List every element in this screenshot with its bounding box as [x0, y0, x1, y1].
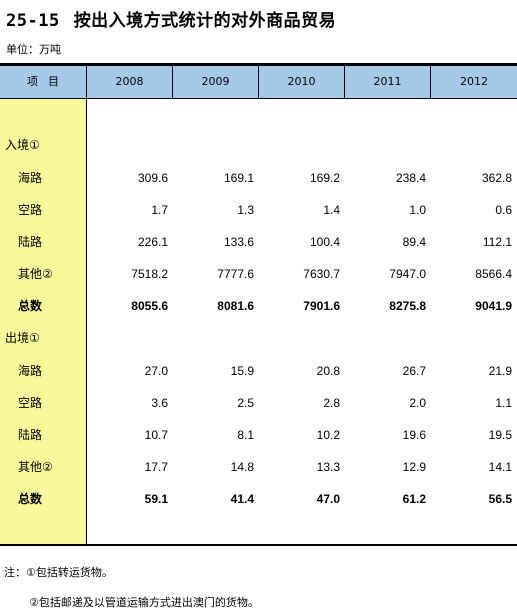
value-cell: 309.6 [137, 171, 168, 185]
value-cell: 169.1 [223, 171, 254, 185]
value-cell: 56.5 [488, 492, 512, 506]
value-cell: 26.7 [402, 364, 426, 378]
table-bottom-rule [0, 544, 517, 546]
value-cell: 41.4 [230, 492, 254, 506]
value-cell: 2.8 [323, 396, 340, 410]
table-row: 总数 8055.6 8081.6 7901.6 8275.8 9041.9 [0, 290, 517, 322]
value-cell: 8566.4 [475, 267, 512, 281]
table-row: 陆路 226.1 133.6 100.4 89.4 112.1 [0, 226, 517, 258]
value-cell: 61.2 [402, 492, 426, 506]
value-cell: 14.1 [488, 460, 512, 474]
value-cell: 8.1 [237, 428, 254, 442]
label-column [0, 99, 87, 544]
value-cell: 13.3 [316, 460, 340, 474]
section-row: 入境① [0, 129, 517, 161]
value-cell: 8081.6 [217, 299, 254, 313]
table-row: 陆路 10.7 8.1 10.2 19.6 19.5 [0, 419, 517, 451]
value-cell: 1.7 [151, 203, 168, 217]
value-cell: 112.1 [482, 235, 512, 249]
row-label: 海路 [18, 364, 43, 378]
table-row: 其他② 7518.2 7777.6 7630.7 7947.0 8566.4 [0, 258, 517, 290]
table-row: 空路 1.7 1.3 1.4 1.0 0.6 [0, 194, 517, 226]
row-label: 总数 [18, 492, 43, 506]
page-title: 25-15 按出入境方式统计的对外商品贸易 [6, 6, 336, 31]
value-cell: 1.4 [323, 203, 340, 217]
value-cell: 2.5 [237, 396, 254, 410]
value-cell: 27.0 [144, 364, 168, 378]
table-row: 海路 309.6 169.1 169.2 238.4 362.8 [0, 162, 517, 194]
value-cell: 8055.6 [131, 299, 168, 313]
value-cell: 7947.0 [389, 267, 426, 281]
value-cell: 89.4 [402, 235, 426, 249]
value-cell: 226.1 [137, 235, 168, 249]
value-cell: 100.4 [309, 235, 340, 249]
value-cell: 15.9 [230, 364, 254, 378]
value-cell: 133.6 [223, 235, 254, 249]
value-cell: 47.0 [316, 492, 340, 506]
header-year-3: 2011 [345, 66, 431, 98]
value-cell: 3.6 [151, 396, 168, 410]
value-cell: 7901.6 [303, 299, 340, 313]
value-cell: 19.6 [402, 428, 426, 442]
footnote-1: 注：①包括转运货物。 [4, 566, 113, 579]
row-label: 其他② [18, 460, 53, 474]
value-cell: 21.9 [488, 364, 512, 378]
header-year-0: 2008 [87, 66, 173, 98]
table-row: 海路 27.0 15.9 20.8 26.7 21.9 [0, 355, 517, 387]
value-cell: 14.8 [230, 460, 254, 474]
value-cell: 2.0 [409, 396, 426, 410]
value-cell: 0.6 [495, 203, 512, 217]
table-top-rule [0, 63, 517, 66]
value-cell: 1.1 [495, 396, 512, 410]
table-row: 空路 3.6 2.5 2.8 2.0 1.1 [0, 387, 517, 419]
value-cell: 1.3 [237, 203, 254, 217]
header-year-1: 2009 [173, 66, 259, 98]
value-cell: 59.1 [144, 492, 168, 506]
row-label: 总数 [18, 299, 43, 313]
value-cell: 19.5 [488, 428, 512, 442]
row-label: 其他② [18, 267, 53, 281]
value-cell: 8275.8 [389, 299, 426, 313]
value-cell: 10.2 [316, 428, 340, 442]
value-cell: 1.0 [409, 203, 426, 217]
footnote-2: ②包括邮递及以管道运输方式进出澳门的货物。 [29, 596, 259, 609]
value-cell: 12.9 [402, 460, 426, 474]
table-title: 按出入境方式统计的对外商品贸易 [73, 11, 337, 31]
unit-label: 单位：万吨 [6, 43, 61, 56]
row-label: 陆路 [18, 428, 43, 442]
row-label: 海路 [18, 171, 43, 185]
section-row: 出境① [0, 322, 517, 354]
value-cell: 9041.9 [475, 299, 512, 313]
header-year-4: 2012 [460, 75, 488, 88]
table-header: 项目 2008 2009 2010 2011 2012 [0, 66, 517, 99]
header-item: 项目 [0, 66, 87, 98]
table-row: 总数 59.1 41.4 47.0 61.2 56.5 [0, 483, 517, 515]
value-cell: 238.4 [395, 171, 426, 185]
value-cell: 10.7 [144, 428, 168, 442]
value-cell: 169.2 [309, 171, 340, 185]
section-label: 入境① [5, 138, 40, 152]
table-row: 其他② 17.7 14.8 13.3 12.9 14.1 [0, 451, 517, 483]
row-label: 空路 [18, 203, 43, 217]
value-cell: 7630.7 [303, 267, 340, 281]
value-cell: 7777.6 [217, 267, 254, 281]
row-label: 陆路 [18, 235, 43, 249]
value-cell: 7518.2 [131, 267, 168, 281]
row-label: 空路 [18, 396, 43, 410]
header-year-2: 2010 [259, 66, 345, 98]
section-label: 出境① [5, 331, 40, 345]
value-cell: 17.7 [144, 460, 168, 474]
value-cell: 362.8 [481, 171, 512, 185]
value-cell: 20.8 [316, 364, 340, 378]
table-number: 25-15 [6, 11, 60, 31]
